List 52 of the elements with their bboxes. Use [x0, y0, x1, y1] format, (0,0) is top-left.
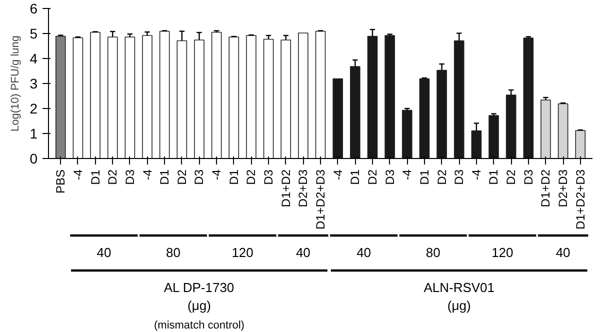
y-tick-label: 6 — [30, 0, 38, 16]
x-tick-label: D1 — [348, 169, 362, 185]
x-tick-label: D3 — [262, 169, 276, 185]
x-tick-label: D1 — [88, 169, 102, 185]
text: 40 — [296, 245, 310, 260]
x-tick-label: D3 — [521, 169, 536, 185]
text: 40 — [356, 245, 372, 260]
y-tick-label: 1 — [30, 126, 38, 142]
text: 80 — [426, 245, 440, 260]
text: (μg) — [188, 298, 211, 313]
x-tick-label: D1+D2+D3 — [573, 169, 588, 230]
x-tick-label: -4 — [400, 169, 414, 180]
x-tick-label: -4 — [70, 169, 85, 180]
x-tick-label: D2+D3 — [296, 169, 310, 208]
x-tick-label: D2 — [434, 169, 449, 185]
x-tick-label: D2 — [106, 169, 120, 185]
text: (μg) — [447, 298, 471, 313]
x-tick-label: D2 — [365, 169, 380, 185]
x-tick-label: D2 — [174, 169, 189, 185]
text: 120 — [492, 245, 514, 260]
x-tick-label: D1 — [486, 169, 501, 185]
x-tick-label: D2 — [244, 169, 258, 185]
x-tick-label: D2 — [504, 169, 518, 185]
x-tick-label: -4 — [330, 169, 345, 180]
x-tick-label: D3 — [122, 169, 137, 185]
y-axis-title: Log(10) PFU/g lung — [10, 36, 22, 132]
y-tick-label: 3 — [30, 76, 38, 92]
text: AL DP-1730 — [164, 280, 234, 295]
x-tick-label: D3 — [192, 169, 206, 185]
y-tick-label: 5 — [30, 26, 38, 42]
text: 40 — [556, 245, 570, 260]
text: (mismatch control) — [154, 320, 244, 332]
x-tick-label: D3 — [382, 169, 397, 185]
text: 80 — [166, 245, 180, 260]
text: 40 — [96, 245, 112, 260]
x-tick-label: D1 — [226, 169, 241, 185]
text: 120 — [232, 245, 254, 260]
x-tick-label: D1+D2+D3 — [314, 169, 328, 230]
x-tick-label: D1 — [417, 169, 432, 185]
y-tick-label: 4 — [30, 50, 38, 66]
x-tick-label: D3 — [452, 169, 466, 185]
x-tick-label: D1 — [158, 169, 172, 185]
x-tick-label: D2+D3 — [556, 169, 570, 208]
x-tick-label: -4 — [469, 169, 484, 180]
x-tick-label: -4 — [210, 169, 224, 180]
x-tick-label: PBS — [54, 169, 68, 194]
y-tick-label: 0 — [30, 150, 38, 166]
x-tick-label: D1+D2 — [278, 169, 293, 208]
x-tick-label: D1+D2 — [538, 169, 553, 208]
text: ALN-RSV01 — [424, 280, 495, 295]
y-tick-label: 2 — [30, 100, 38, 116]
x-tick-label: -4 — [140, 169, 154, 180]
